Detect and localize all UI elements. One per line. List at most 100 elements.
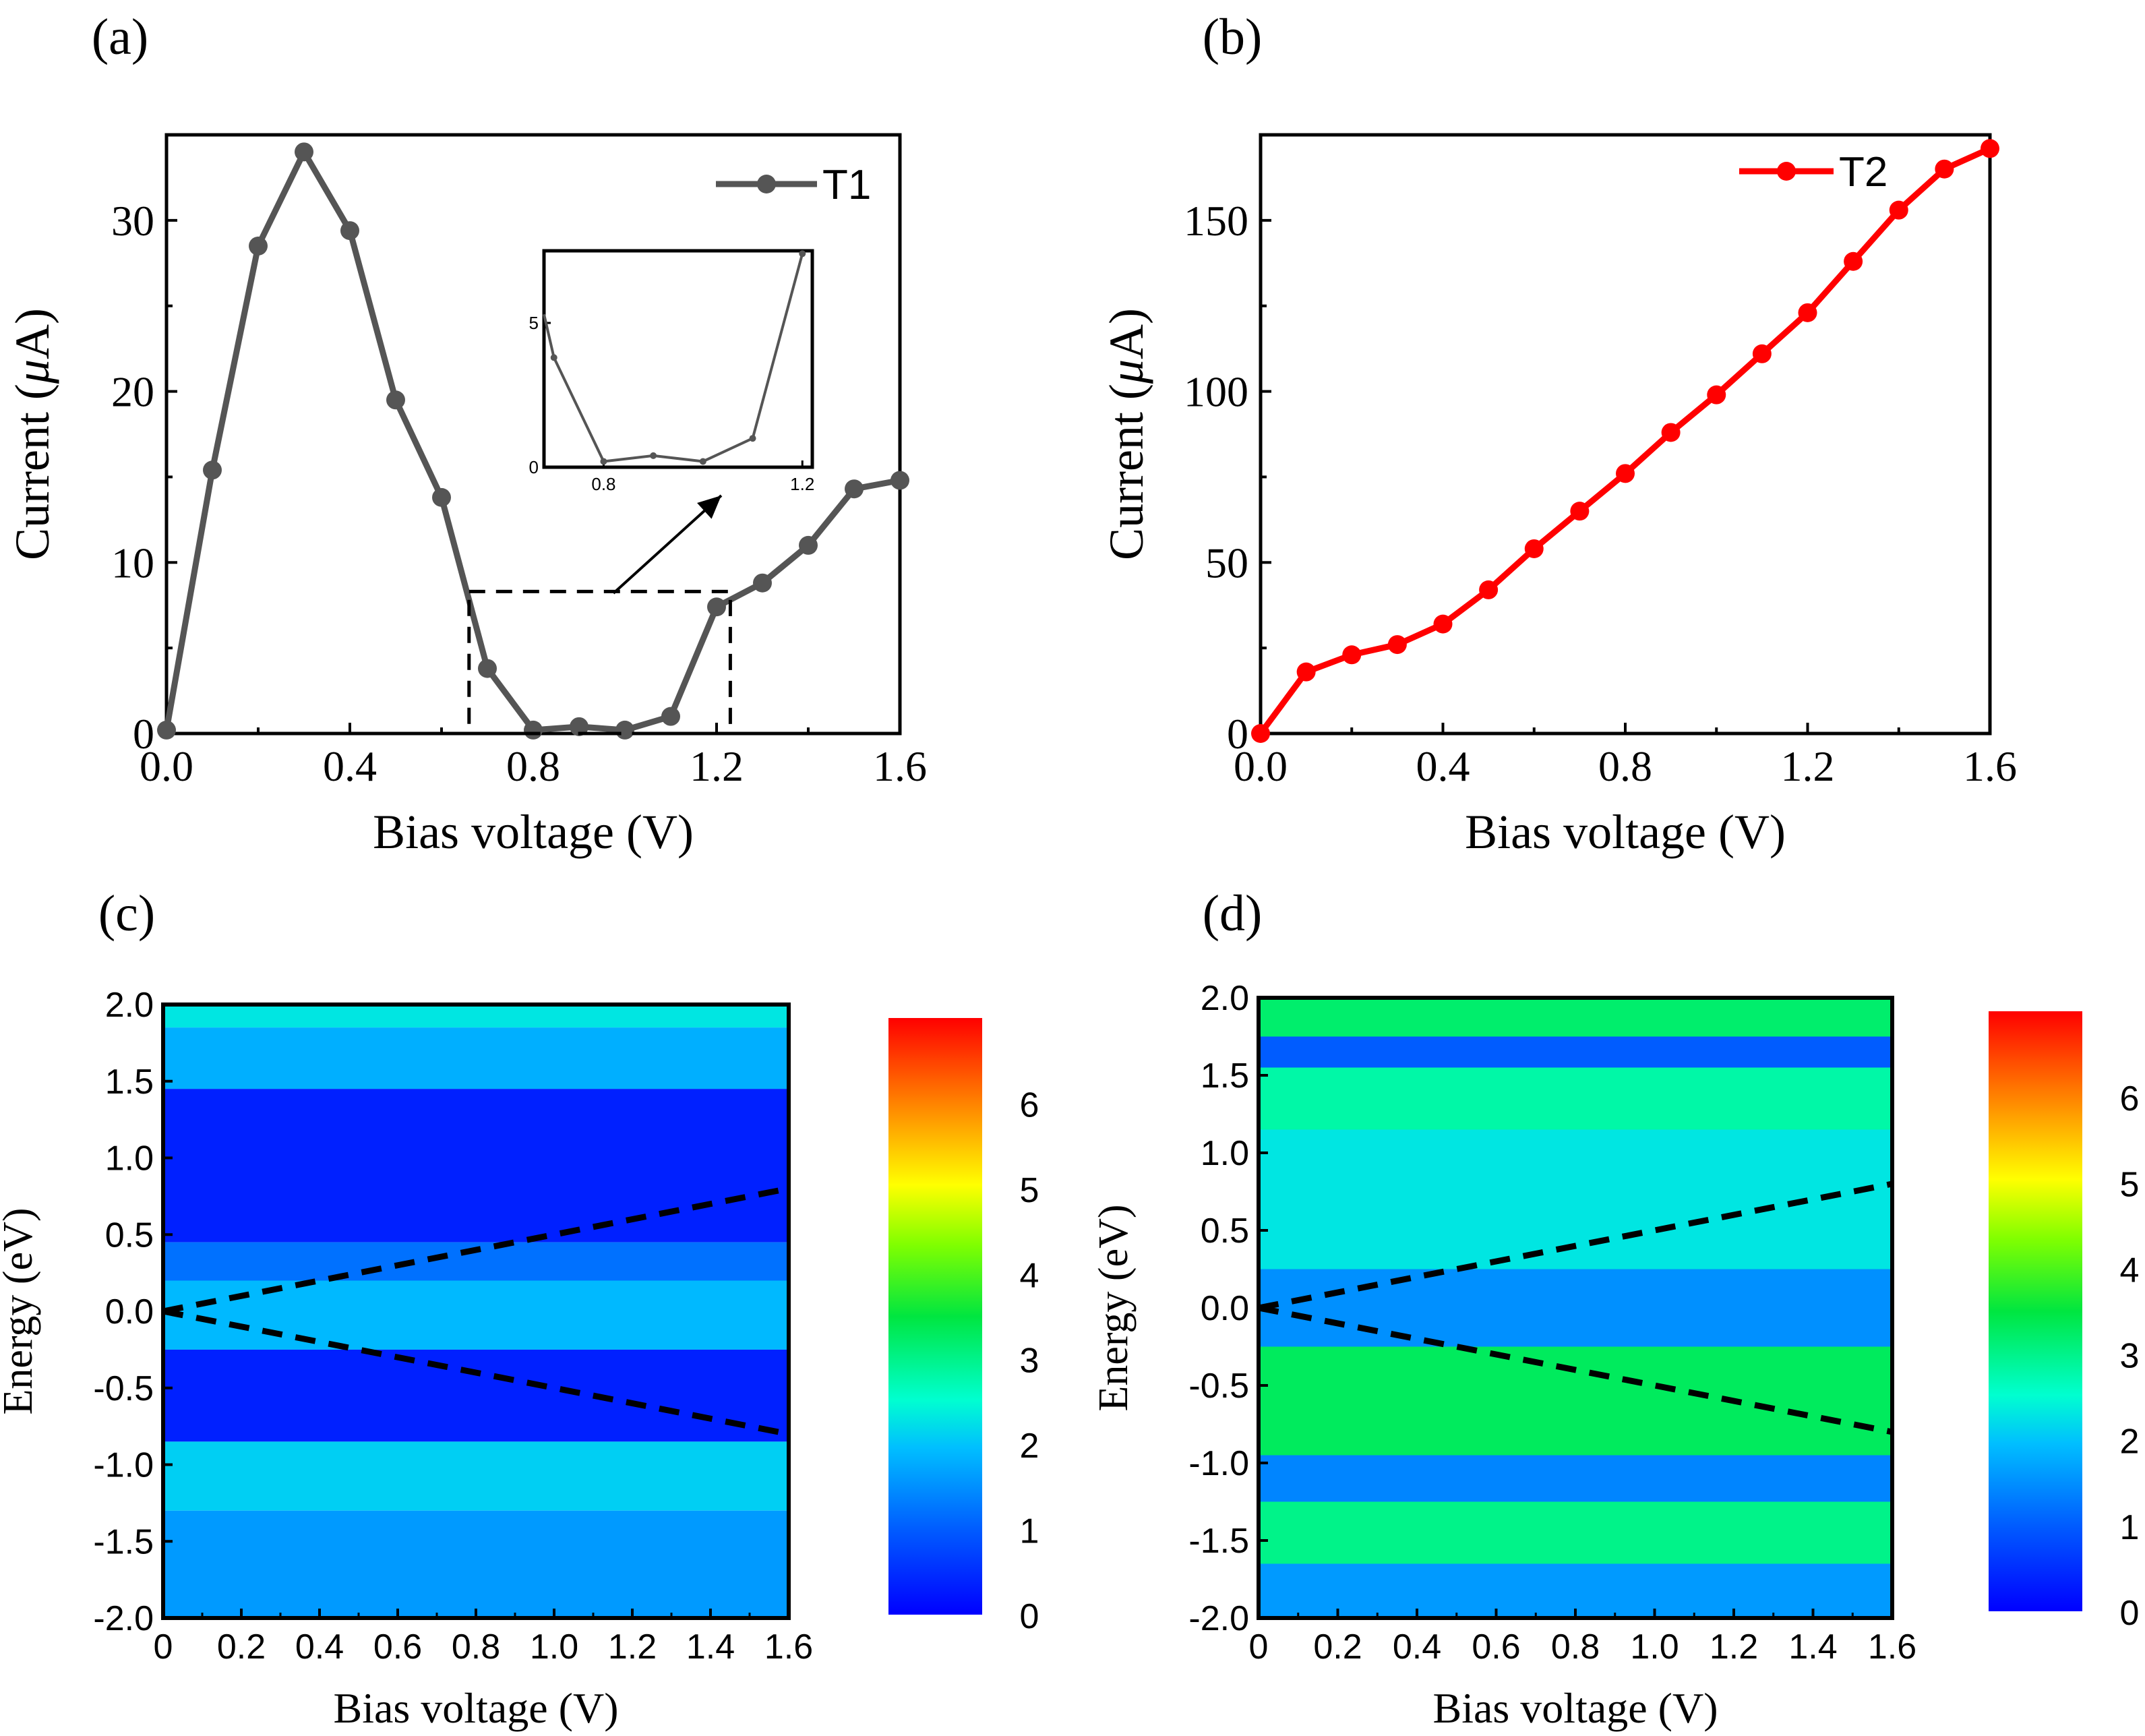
data-point [1387, 635, 1407, 655]
y-axis-label-unit: A) [1099, 308, 1153, 359]
y-tick-label: 1.5 [1201, 1056, 1249, 1096]
y-tick-label: 150 [1184, 197, 1248, 245]
y-tick-label: -0.5 [93, 1369, 154, 1408]
x-tick-label: 1.4 [686, 1627, 735, 1667]
x-tick-label: 1.0 [1630, 1627, 1679, 1667]
inset-y-tick-label: 5 [529, 313, 539, 333]
data-point [1752, 344, 1772, 363]
zoom-region-box [467, 589, 732, 736]
data-point [1433, 614, 1453, 634]
y-tick-label: 2.0 [1201, 979, 1249, 1018]
legend: T2 [1739, 149, 1887, 196]
y-tick-label: -2.0 [93, 1599, 154, 1638]
heatmap-band [163, 1441, 789, 1511]
x-tick-label: 0.6 [1472, 1627, 1520, 1667]
panel-label: (b) [1203, 9, 1263, 65]
data-point [340, 221, 359, 241]
data-point [1570, 502, 1590, 521]
colorbar-tick-label: 6 [2120, 1079, 2140, 1118]
data-point [249, 236, 268, 256]
y-tick-label: -2.0 [1188, 1599, 1249, 1638]
y-tick-label: 50 [1205, 539, 1248, 587]
y-tick-label: 2.0 [105, 986, 154, 1025]
heatmap-band [163, 1349, 789, 1442]
heatmap-band [1259, 1036, 1892, 1068]
x-tick-label: 0.4 [1416, 742, 1470, 790]
heatmap-band [1259, 1455, 1892, 1502]
zoom-arrow-line [612, 494, 723, 595]
panel-a-current-chart: (a) 0.0 0.4 0.8 1.2 1.6 Bias voltage (V) 0 10 20 3… [5, 9, 927, 859]
panel-d-transmission-heatmap: (d) 0 0.2 0.4 0.6 0.8 1.0 1.2 1.4 1.6 Bias voltage… [1091, 885, 2139, 1732]
colorbar-tick-label: 4 [2120, 1251, 2140, 1290]
y-axis-label-mu: μ [1099, 359, 1153, 384]
y-axis: 2.0 1.5 1.0 0.5 0.0 -0.5 -1.0 -1.5 -2.0 Energy (e… [0, 986, 173, 1638]
heatmap-bands [163, 1005, 789, 1618]
y-axis-label: Energy (eV) [1091, 1204, 1137, 1411]
heatmap-bands [1259, 998, 1892, 1618]
y-tick-label: 0.5 [105, 1216, 154, 1255]
colorbar: 0 1 2 3 4 5 6 [1989, 1011, 2139, 1633]
colorbar-gradient [1989, 1011, 2082, 1611]
colorbar-tick-label: 1 [2120, 1508, 2140, 1547]
y-tick-label: -1.5 [1188, 1522, 1249, 1561]
heatmap-band [1259, 998, 1892, 1037]
x-tick-label: 1.6 [1868, 1627, 1916, 1667]
data-point [1251, 724, 1270, 743]
x-tick-label: 1.6 [1963, 742, 2017, 790]
y-tick-label: 0 [133, 710, 154, 758]
heatmap-band [163, 1510, 789, 1618]
data-point [1844, 251, 1863, 271]
heatmap-band [1259, 1067, 1892, 1130]
data-point [1798, 303, 1817, 322]
x-tick-label: 0.8 [1551, 1627, 1600, 1667]
heatmap-band [163, 1280, 789, 1350]
x-axis: 0 0.2 0.4 0.6 0.8 1.0 1.2 1.4 1.6 Bias voltage (V… [154, 1609, 813, 1732]
data-point [524, 720, 543, 740]
y-axis: 2.0 1.5 1.0 0.5 0.0 -0.5 -1.0 -1.5 -2.0 Energy (e… [1091, 979, 1268, 1638]
data-point [478, 659, 497, 678]
plot-frame [1259, 133, 1992, 736]
data-point [753, 573, 772, 593]
inset-frame [542, 249, 814, 469]
data-point [570, 717, 588, 736]
data-point [1981, 139, 1999, 158]
y-axis: 0 10 20 30 Current (μA) [5, 133, 177, 758]
colorbar-tick-label: 2 [1020, 1427, 1039, 1466]
y-tick-label: 1.0 [105, 1139, 154, 1178]
x-axis: 0 0.2 0.4 0.6 0.8 1.0 1.2 1.4 1.6 Bias voltage (V… [1249, 1609, 1916, 1732]
heatmap-band [163, 1027, 789, 1089]
inset-data-point [550, 354, 557, 361]
x-tick-label: 0 [1249, 1627, 1269, 1667]
inset-y-tick-label: 0 [529, 457, 539, 477]
data-point [615, 720, 634, 740]
panel-label: (a) [92, 9, 148, 65]
x-tick-label: 1.2 [1781, 742, 1835, 790]
x-tick-label: 0.0 [1234, 742, 1288, 790]
x-axis: 0.0 0.4 0.8 1.2 1.6 Bias voltage (V) [140, 723, 927, 859]
inset-data-point [650, 452, 657, 459]
x-tick-label: 1.6 [873, 742, 927, 790]
legend-marker [1777, 162, 1796, 181]
y-tick-label: 20 [111, 368, 154, 416]
x-tick-label: 1.2 [608, 1627, 657, 1667]
x-tick-label: 0.2 [1313, 1627, 1362, 1667]
x-tick-label: 0.8 [506, 742, 560, 790]
y-tick-label: -1.5 [93, 1522, 154, 1561]
colorbar-tick-label: 6 [1020, 1085, 1039, 1125]
y-tick-label: -1.0 [93, 1446, 154, 1485]
panel-b-current-chart: (b) 0.0 0.4 0.8 1.2 1.6 Bias voltage (V) 0 50 100… [1099, 9, 2017, 859]
series-line-T2 [1258, 146, 1991, 736]
inset-data-point [699, 458, 706, 465]
y-axis-label: Current (μA) [1099, 308, 1153, 560]
legend: T1 [716, 162, 871, 208]
colorbar-tick-label: 4 [1020, 1256, 1039, 1295]
panel-label: (d) [1203, 885, 1263, 942]
x-tick-label: 0.6 [373, 1627, 422, 1667]
inset-data-point [799, 250, 806, 258]
colorbar-tick-label: 5 [1020, 1171, 1039, 1210]
y-tick-label: 0.0 [1201, 1289, 1249, 1328]
x-axis-label: Bias voltage (V) [373, 805, 694, 859]
data-point [1661, 423, 1681, 442]
data-point [203, 460, 222, 480]
inset-x-tick-label: 0.8 [591, 474, 615, 494]
